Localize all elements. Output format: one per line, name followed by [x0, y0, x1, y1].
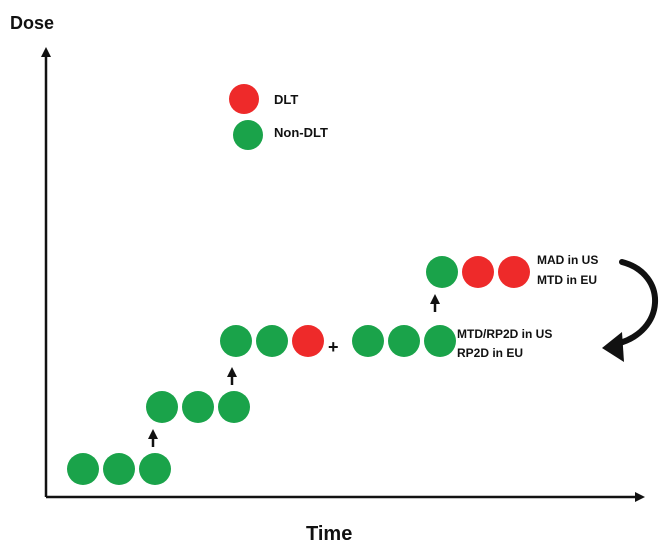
annotation-level4: MAD in US MTD in EU — [537, 253, 598, 287]
patient-circle-non-dlt — [67, 453, 99, 485]
escalation-arrows — [148, 294, 440, 447]
annotation-level4-line1: MAD in US — [537, 253, 598, 267]
y-axis-label: Dose — [10, 13, 54, 33]
patient-circle-non-dlt — [256, 325, 288, 357]
legend-non-dlt-swatch — [233, 120, 263, 150]
patient-circle-non-dlt — [146, 391, 178, 423]
patient-circle-dlt — [462, 256, 494, 288]
patient-circle-non-dlt — [352, 325, 384, 357]
annotation-level3-line2: RP2D in EU — [457, 346, 523, 360]
patient-circle-non-dlt — [139, 453, 171, 485]
x-axis-label: Time — [306, 523, 352, 544]
patient-circle-dlt — [498, 256, 530, 288]
patient-circle-non-dlt — [218, 391, 250, 423]
patient-circle-non-dlt — [182, 391, 214, 423]
patient-circle-non-dlt — [388, 325, 420, 357]
legend-dlt-label: DLT — [274, 92, 298, 107]
patient-circle-dlt — [292, 325, 324, 357]
patient-circle-non-dlt — [424, 325, 456, 357]
cohorts — [67, 256, 530, 485]
curved-arrow — [602, 259, 659, 362]
legend: DLT Non-DLT — [229, 84, 328, 150]
curved-arrow-shaft — [613, 259, 659, 347]
annotation-level3-line1: MTD/RP2D in US — [457, 327, 552, 341]
legend-dlt-swatch — [229, 84, 259, 114]
patient-circle-non-dlt — [220, 325, 252, 357]
curved-arrow-head — [602, 332, 624, 362]
cohort-joiner-plus: + — [328, 337, 339, 357]
patient-circle-non-dlt — [103, 453, 135, 485]
annotation-level4-line2: MTD in EU — [537, 273, 597, 287]
legend-non-dlt-label: Non-DLT — [274, 125, 328, 140]
patient-circle-non-dlt — [426, 256, 458, 288]
annotation-level3: MTD/RP2D in US RP2D in EU — [457, 327, 552, 360]
